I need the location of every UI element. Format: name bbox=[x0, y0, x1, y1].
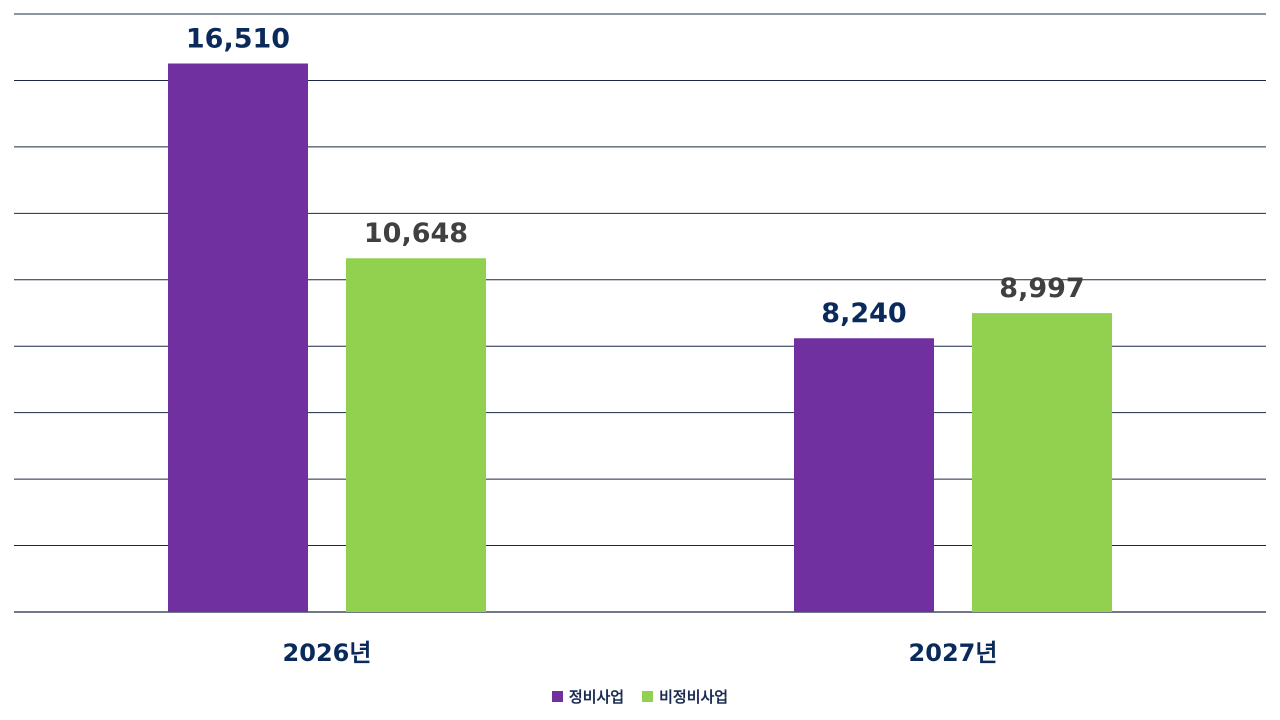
category-label-1: 2027년 bbox=[909, 639, 998, 667]
legend-swatch-series-1 bbox=[642, 690, 654, 702]
bar-series-0-category-0 bbox=[168, 63, 308, 613]
bar-series-1-category-1 bbox=[972, 313, 1112, 612]
value-label-series-0-category-1: 8,240 bbox=[821, 298, 906, 329]
category-labels-group: 2026년 2027년 bbox=[283, 639, 998, 667]
legend-item-series-0: 정비사업 bbox=[551, 686, 625, 707]
bar-series-1-category-0 bbox=[346, 258, 486, 612]
legend-swatch-series-0 bbox=[551, 690, 563, 702]
category-label-0: 2026년 bbox=[283, 639, 372, 667]
legend-label-series-0: 정비사업 bbox=[568, 687, 625, 706]
bar-series-0-category-1 bbox=[794, 338, 934, 612]
value-label-series-1-category-1: 8,997 bbox=[999, 273, 1084, 304]
legend-label-series-1: 비정비사업 bbox=[659, 687, 729, 706]
value-labels-group: 16,510 10,648 8,240 8,997 bbox=[186, 24, 1085, 330]
legend-item-series-1: 비정비사업 bbox=[642, 686, 728, 707]
value-label-series-0-category-0: 16,510 bbox=[186, 24, 290, 55]
bar-chart: 16,510 10,648 8,240 8,997 2026년 2027년 bbox=[14, 13, 1266, 667]
bars-group bbox=[168, 63, 1112, 613]
legend: 정비사업 비정비사업 bbox=[0, 684, 1280, 708]
value-label-series-1-category-0: 10,648 bbox=[364, 218, 468, 249]
